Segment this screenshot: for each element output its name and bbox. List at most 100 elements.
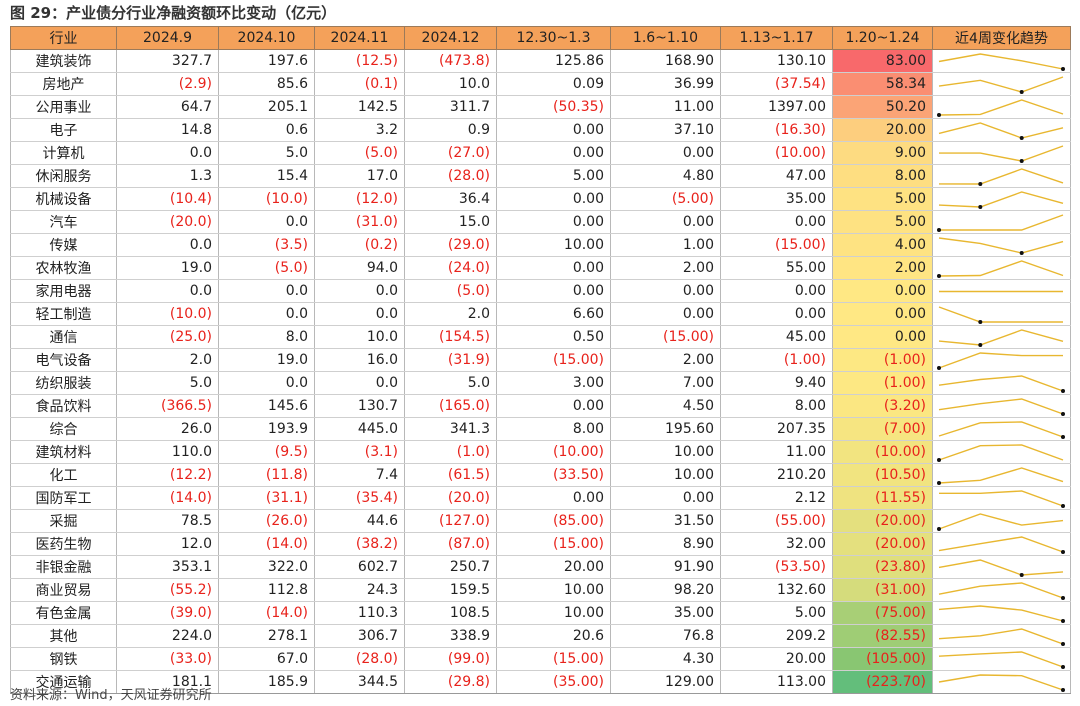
trend-sparkline (939, 290, 1063, 292)
table-row: 其他 224.0 278.1 306.7 338.9 20.6 76.8 209.2 (82.5… (10, 624, 1071, 648)
table-row: 钢铁 (33.0) 67.0 (28.0) (99.0) (15.00) 4.30 20.00… (10, 647, 1071, 671)
trend-sparkline-cell (932, 624, 1071, 648)
trend-sparkline (938, 420, 1065, 439)
trend-sparkline-cell (932, 187, 1071, 211)
value-cell: 353.1 (116, 555, 219, 579)
sparkline-low-point (1061, 595, 1065, 600)
value-cell: 10.00 (496, 578, 611, 602)
value-cell: 8.90 (610, 532, 721, 556)
sparkline-low-point (1061, 411, 1065, 416)
value-cell: 185.9 (218, 670, 315, 694)
industry-cell: 电子 (10, 118, 117, 142)
value-cell: 129.00 (610, 670, 721, 694)
value-cell: 12.0 (116, 532, 219, 556)
table-row: 电气设备 2.0 19.0 16.0 (31.9) (15.00) 2.00 (1.00) (1… (10, 348, 1071, 372)
sparkline-line (938, 558, 1064, 576)
trend-sparkline-cell (932, 486, 1071, 510)
table-row: 国防军工 (14.0) (31.1) (35.4) (20.0) 0.00 0.00 2.12… (10, 486, 1071, 510)
value-cell: 20.00 (720, 647, 833, 671)
value-cell: 10.00 (496, 601, 611, 625)
table-row: 机械设备 (10.4) (10.0) (12.0) 36.4 0.00 (5.00) 35.0… (10, 187, 1071, 211)
value-cell: 195.60 (610, 417, 721, 441)
header-week-1: 12.30~1.3 (496, 26, 611, 50)
value-cell: 0.00 (496, 118, 611, 142)
table-row: 医药生物 12.0 (14.0) (38.2) (87.0) (15.00) 8.90 32.… (10, 532, 1071, 556)
industry-cell: 纺织服装 (10, 371, 117, 395)
table-row: 通信 (25.0) 8.0 10.0 (154.5) 0.50 (15.00) 45.00 0.… (10, 325, 1071, 349)
value-cell: 0.0 (314, 302, 405, 326)
industry-cell: 国防军工 (10, 486, 117, 510)
value-cell: (5.0) (314, 141, 405, 165)
value-cell: (1.0) (404, 440, 497, 464)
value-cell: 14.8 (116, 118, 219, 142)
value-cell: (53.50) (720, 555, 833, 579)
value-cell: (20.00) (832, 509, 933, 533)
header-2024-11: 2024.11 (314, 26, 405, 50)
value-cell: (23.80) (832, 555, 933, 579)
trend-sparkline (938, 305, 1063, 324)
sparkline-line (938, 328, 1064, 346)
value-cell: 0.00 (496, 210, 611, 234)
value-cell: 0.0 (116, 141, 219, 165)
value-cell: (3.5) (218, 233, 315, 257)
sparkline-line (938, 52, 1064, 70)
value-cell: (15.00) (496, 532, 611, 556)
sparkline-line (938, 604, 1064, 622)
industry-cell: 钢铁 (10, 647, 117, 671)
trend-sparkline (937, 213, 1064, 232)
sparkline-low-point (1019, 158, 1024, 163)
value-cell: 344.5 (314, 670, 405, 694)
value-cell: (29.0) (404, 233, 497, 257)
value-cell: (35.4) (314, 486, 405, 510)
trend-sparkline (938, 167, 1064, 186)
value-cell: 0.0 (116, 233, 219, 257)
value-cell: 130.10 (720, 49, 833, 73)
value-cell: 159.5 (404, 578, 497, 602)
trend-sparkline-cell (932, 578, 1071, 602)
value-cell: (11.8) (218, 463, 315, 487)
sparkline-line (938, 420, 1064, 438)
sparkline-low-point (1019, 572, 1024, 577)
value-cell: 602.7 (314, 555, 405, 579)
value-cell: (15.00) (496, 647, 611, 671)
sparkline-low-point (1061, 549, 1065, 554)
value-cell: 8.00 (496, 417, 611, 441)
sparkline-low-point (978, 319, 983, 324)
value-cell: 10.00 (610, 440, 721, 464)
sparkline-low-point (937, 457, 941, 462)
table-row: 公用事业 64.7 205.1 142.5 311.7 (50.35) 11.00 1397.… (10, 95, 1071, 119)
table-row: 纺织服装 5.0 0.0 0.0 5.0 3.00 7.00 9.40 (1.00) (10, 371, 1071, 395)
trend-sparkline-cell (932, 141, 1071, 165)
value-cell: (473.8) (404, 49, 497, 73)
value-cell: 11.00 (720, 440, 833, 464)
value-cell: 0.00 (720, 279, 833, 303)
value-cell: (20.0) (404, 486, 497, 510)
value-cell: (87.0) (404, 532, 497, 556)
value-cell: 2.12 (720, 486, 833, 510)
table-row: 建筑装饰 327.7 197.6 (12.5) (473.8) 125.86 168.90 1… (10, 49, 1071, 73)
value-cell: (15.00) (720, 233, 833, 257)
trend-sparkline-cell (932, 325, 1071, 349)
value-cell: (127.0) (404, 509, 497, 533)
industry-cell: 化工 (10, 463, 117, 487)
value-cell: 36.4 (404, 187, 497, 211)
trend-sparkline-cell (932, 49, 1071, 73)
value-cell: (15.00) (496, 348, 611, 372)
industry-cell: 房地产 (10, 72, 117, 96)
sparkline-line (938, 305, 1063, 323)
sparkline-low-point (1019, 135, 1024, 140)
value-cell: (14.0) (116, 486, 219, 510)
sparkline-line (938, 351, 1063, 369)
trend-sparkline-cell (932, 164, 1071, 188)
value-cell: 67.0 (218, 647, 315, 671)
sparkline-low-point (1019, 89, 1024, 94)
value-cell: (20.00) (832, 532, 933, 556)
table-row: 农林牧渔 19.0 (5.0) 94.0 (24.0) 0.00 2.00 55.00 2.00 (10, 256, 1071, 280)
value-cell: 5.00 (832, 187, 933, 211)
value-cell: 0.00 (832, 302, 933, 326)
sparkline-line (938, 190, 1064, 208)
trend-sparkline (938, 581, 1065, 600)
value-cell: 193.9 (218, 417, 315, 441)
value-cell: 20.00 (496, 555, 611, 579)
value-cell: 9.00 (832, 141, 933, 165)
